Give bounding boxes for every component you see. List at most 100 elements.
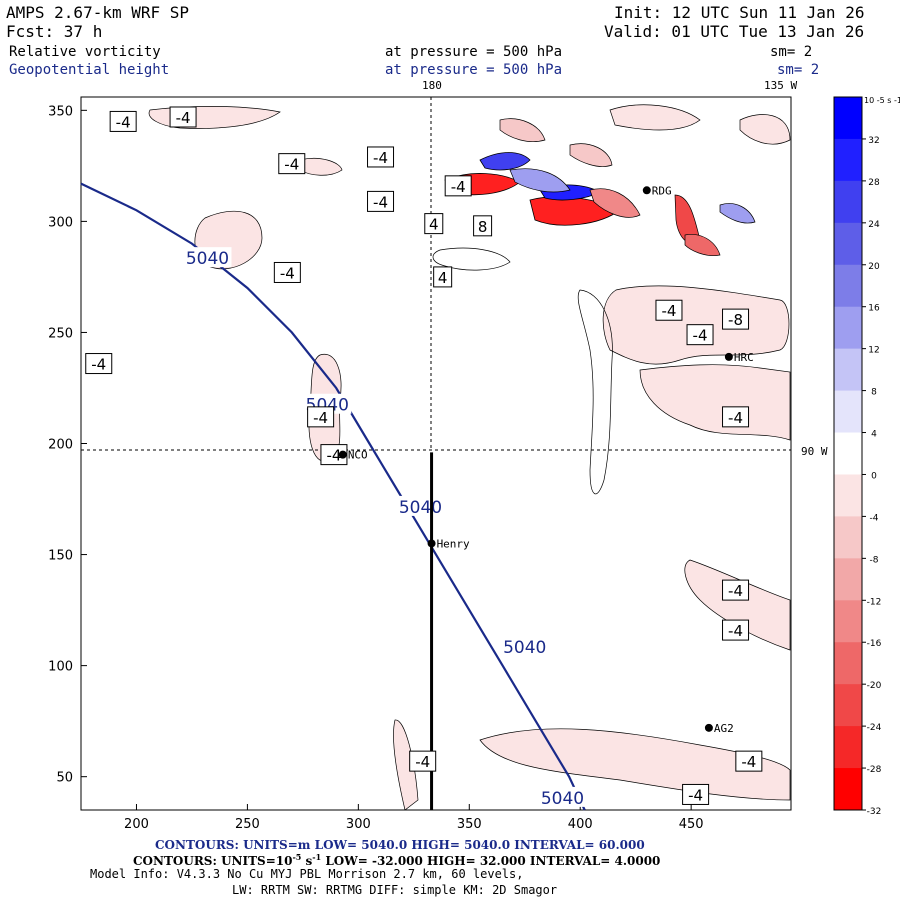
colorbar-tick-label: 28 bbox=[868, 178, 880, 188]
field1-name: Relative vorticity bbox=[9, 44, 161, 60]
colorbar-tick-label: 0 bbox=[871, 471, 877, 481]
vorticity-label: -4 bbox=[693, 327, 708, 345]
vorticity-label-box bbox=[722, 619, 750, 641]
lon-180-label: 180 bbox=[422, 79, 442, 92]
y-tick-label: 100 bbox=[48, 660, 73, 675]
vorticity-label-box bbox=[433, 266, 453, 288]
x-tick-label: 400 bbox=[568, 817, 593, 832]
colorbar-units: 10 -5 s -1 bbox=[864, 96, 900, 105]
y-tick-label: 50 bbox=[56, 771, 73, 786]
x-tick-label: 250 bbox=[235, 817, 260, 832]
colorbar-swatch bbox=[834, 684, 862, 727]
vorticity-label: -8 bbox=[728, 311, 743, 329]
vorticity-label: 8 bbox=[478, 218, 488, 236]
lon-135w-label: 135 W bbox=[764, 79, 798, 92]
colorbar-tick-label: -12 bbox=[867, 597, 882, 607]
vorticity-label-box bbox=[686, 324, 714, 346]
colorbar-swatch bbox=[834, 348, 862, 392]
vorticity-label-box bbox=[722, 579, 750, 601]
colorbar-swatch bbox=[834, 768, 862, 811]
colorbar-swatch bbox=[834, 432, 862, 475]
colorbar-tick-label: -8 bbox=[870, 555, 879, 565]
colorbar-swatch bbox=[834, 180, 862, 224]
contour-label-bg bbox=[538, 786, 587, 807]
station-marker bbox=[338, 450, 347, 459]
y-tick-label: 300 bbox=[48, 215, 73, 230]
field2-level: at pressure = 500 hPa bbox=[385, 62, 563, 78]
vorticity-label: -4 bbox=[176, 109, 191, 127]
colorbar-frame bbox=[833, 96, 863, 811]
footer-model-info: Model Info: V4.3.3 No Cu MYJ PBL Morriso… bbox=[90, 867, 524, 881]
colorbar-tick-label: 8 bbox=[871, 388, 877, 398]
colorbar-tick-label: -24 bbox=[867, 723, 882, 733]
vorticity-label: -4 bbox=[661, 302, 676, 320]
vorticity-field bbox=[148, 104, 791, 810]
forecast-hour: Fcst: 37 h bbox=[6, 22, 103, 41]
stations: RDG HRC NCO Henry AG2 bbox=[338, 184, 754, 735]
station-label: HRC bbox=[734, 351, 754, 364]
y-tick-label: 150 bbox=[48, 549, 73, 564]
colorbar-tick-label: -28 bbox=[867, 765, 882, 775]
vorticity-label: -4 bbox=[741, 753, 756, 771]
colorbar-tick-label: -20 bbox=[867, 681, 882, 691]
vorticity-label: -4 bbox=[688, 786, 703, 804]
station-marker bbox=[427, 539, 436, 548]
init-time: Init: 12 UTC Sun 11 Jan 26 bbox=[614, 3, 865, 22]
colorbar-swatch bbox=[834, 97, 862, 140]
vorticity-label: -4 bbox=[91, 356, 106, 374]
contour-label: 5040 bbox=[399, 498, 442, 518]
field2-smoothing: sm= 2 bbox=[777, 62, 820, 78]
vorticity-label-box bbox=[722, 308, 750, 330]
plot-frame bbox=[80, 96, 792, 811]
colorbar-swatch bbox=[834, 264, 862, 308]
station-label: Henry bbox=[437, 537, 470, 550]
colorbar-swatch bbox=[834, 642, 862, 685]
colorbar-swatch bbox=[834, 726, 862, 769]
colorbar: 32 28 24 20 16 12 8 4 0 -4 -8 -12 -16 -20 -24 -28 -32 10 … bbox=[833, 96, 900, 817]
vorticity-label: -4 bbox=[728, 622, 743, 640]
colorbar-swatch bbox=[834, 474, 862, 517]
vorticity-label-box bbox=[85, 353, 113, 375]
colorbar-swatch bbox=[834, 306, 862, 350]
x-tick-label: 350 bbox=[457, 817, 482, 832]
station-label: AG2 bbox=[714, 722, 734, 735]
vorticity-label-box bbox=[278, 153, 306, 175]
vorticity-label-box bbox=[735, 750, 763, 772]
height-contour-5040 bbox=[80, 182, 586, 811]
vorticity-label: -4 bbox=[415, 753, 430, 771]
footer-height-contours: CONTOURS: UNITS=m LOW= 5040.0 HIGH= 5040… bbox=[155, 838, 645, 852]
vorticity-label: -4 bbox=[728, 409, 743, 427]
contour-label: 5040 bbox=[541, 789, 584, 809]
vorticity-label: -4 bbox=[373, 149, 388, 167]
colorbar-swatch bbox=[834, 138, 862, 182]
colorbar-tick-label: -16 bbox=[867, 639, 882, 649]
x-tick-label: 200 bbox=[124, 817, 149, 832]
colorbar-tick-label: 20 bbox=[868, 262, 880, 272]
field2-name: Geopotential height bbox=[9, 62, 170, 78]
field1-level: at pressure = 500 hPa bbox=[385, 44, 563, 60]
vorticity-label-box bbox=[109, 110, 137, 132]
contour-label: 5040 bbox=[503, 638, 546, 658]
vorticity-label-box bbox=[655, 299, 683, 321]
colorbar-swatch bbox=[834, 516, 862, 559]
vorticity-label-box bbox=[273, 261, 301, 283]
y-tick-label: 350 bbox=[48, 104, 73, 119]
contour-label-bg bbox=[500, 635, 549, 656]
vorticity-label-box bbox=[682, 783, 710, 805]
colorbar-swatch bbox=[834, 558, 862, 601]
colorbar-tick-label: 24 bbox=[868, 220, 880, 230]
vorticity-label-box bbox=[367, 190, 395, 212]
vorticity-label: -4 bbox=[284, 156, 299, 174]
colorbar-tick-label: 12 bbox=[868, 346, 879, 356]
vorticity-label: -4 bbox=[373, 193, 388, 211]
colorbar-tick-label: -4 bbox=[870, 513, 879, 523]
field1-smoothing: sm= 2 bbox=[770, 44, 813, 60]
colorbar-tick-label: 32 bbox=[868, 136, 879, 146]
vorticity-label-box bbox=[367, 146, 395, 168]
vorticity-label-box bbox=[169, 106, 197, 128]
y-tick-label: 200 bbox=[48, 438, 73, 453]
y-tick-label: 250 bbox=[48, 326, 73, 341]
